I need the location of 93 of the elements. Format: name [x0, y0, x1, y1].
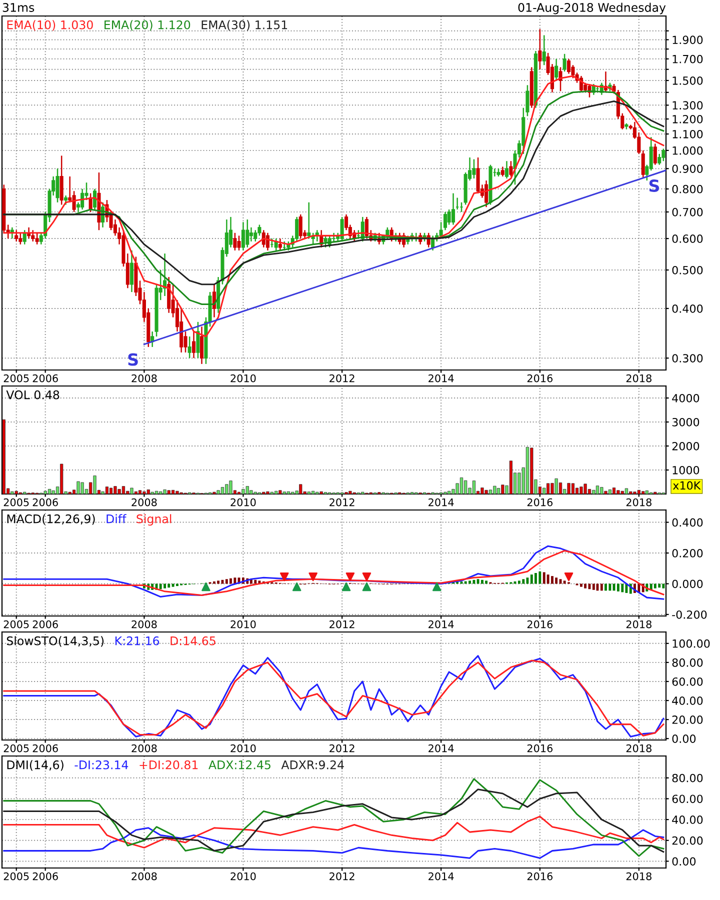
annotation: S: [128, 353, 138, 366]
x-tick-label: 2016: [527, 872, 553, 880]
y-tick-label: 0.00: [672, 734, 696, 743]
y-tick-label: 0.400: [672, 304, 703, 313]
text: EMA(30) 1.151: [202, 20, 288, 31]
x-tick-label: 2010: [230, 498, 256, 506]
y-tick-label: 0.500: [672, 266, 703, 274]
x-tick-label: 2016: [527, 374, 553, 382]
x-tick-label: 2005: [4, 498, 29, 506]
x-tick-label: 2005: [4, 620, 29, 628]
y-tick-label: 0.800: [672, 184, 703, 194]
x-tick-label: 2012: [330, 374, 354, 382]
x-tick-label: 2010: [230, 744, 256, 752]
x-tick-label: 2014: [428, 620, 454, 628]
y-tick-label: 3000: [672, 418, 700, 426]
y-tick-label: 1.000: [672, 146, 703, 155]
x-tick-label: 2005: [4, 744, 29, 752]
text: Signal: [136, 514, 172, 526]
x-tick-label: 2005: [4, 374, 29, 382]
y-tick-label: 40.00: [672, 816, 703, 824]
y-tick-label: 1.100: [672, 130, 703, 138]
text: ADX:12.45: [208, 760, 270, 770]
x-tick-label: 2014: [428, 374, 454, 382]
chart-title: VOL 0.48: [6, 390, 60, 400]
y-tick-label: 1.700: [672, 54, 703, 64]
text: EMA(20) 1.120: [104, 20, 190, 31]
text: D:14.65: [170, 636, 216, 646]
y-tick-label: 0.00: [672, 857, 696, 866]
x-tick-label: 2014: [428, 744, 454, 752]
y-tick-label: -0.200: [672, 610, 707, 619]
x-tick-label: 2012: [330, 872, 354, 880]
x-tick-label: 2008: [132, 620, 157, 628]
x-tick-label: 2006: [32, 498, 58, 506]
x-tick-label: 2006: [32, 744, 58, 752]
y-tick-label: 80.00: [672, 774, 703, 782]
x-tick-label: 2006: [32, 374, 58, 382]
y-tick-label: 0.400: [672, 518, 703, 527]
text: -DI:23.14: [74, 760, 128, 770]
y-tick-label: 20.00: [672, 716, 703, 724]
x-tick-label: 2008: [132, 498, 157, 506]
text: ADXR:9.24: [281, 760, 344, 770]
chart-title: MACD(12,26,9): [7, 514, 95, 525]
x-tick-label: 2008: [132, 744, 157, 752]
x-tick-label: 2012: [330, 620, 354, 628]
x-tick-label: 2018: [626, 620, 652, 628]
y-tick-label: 1.900: [672, 36, 703, 44]
y-tick-label: 0.000: [672, 580, 703, 588]
y-tick-label: 80.00: [672, 658, 703, 667]
chart-title: SlowSTO(14,3,5): [6, 636, 104, 647]
text: x10K: [672, 481, 701, 490]
y-tick-label: 1.500: [672, 76, 703, 85]
text: +DI:20.81: [140, 760, 198, 770]
x-tick-label: 2016: [527, 620, 553, 628]
x-tick-label: 2005: [4, 872, 29, 880]
y-tick-label: 0.200: [672, 548, 703, 558]
x-tick-label: 2010: [230, 872, 256, 880]
y-tick-label: 60.00: [672, 794, 703, 804]
x-tick-label: 2006: [32, 872, 58, 880]
y-tick-label: 0.600: [672, 234, 703, 243]
x-tick-label: 2014: [428, 872, 454, 880]
text: 01-Aug-2018 Wednesday: [518, 2, 666, 14]
x-tick-label: 2010: [230, 374, 256, 382]
y-tick-label: 0.700: [672, 208, 703, 216]
x-tick-label: 2008: [132, 374, 157, 382]
annotation: S: [649, 179, 659, 192]
x-tick-label: 2008: [132, 872, 157, 880]
x-tick-label: 2016: [527, 744, 553, 752]
y-tick-label: 1000: [672, 466, 700, 474]
y-tick-label: 2000: [672, 442, 700, 450]
x-tick-label: 2006: [32, 620, 58, 628]
y-tick-label: 40.00: [672, 696, 703, 705]
text: EMA(10) 1.030: [7, 20, 93, 31]
text: K:21.16: [115, 636, 160, 646]
x-tick-label: 2012: [330, 498, 354, 506]
x-tick-label: 2018: [626, 498, 652, 506]
y-tick-label: 20.00: [672, 836, 703, 845]
y-tick-label: 100.00: [672, 639, 710, 648]
y-tick-label: 1.200: [672, 114, 703, 124]
y-tick-label: 0.300: [672, 354, 703, 362]
x-tick-label: 2014: [428, 498, 454, 506]
chart-title: DMI(14,6): [7, 760, 64, 771]
y-tick-label: 4000: [672, 394, 700, 402]
y-tick-label: 0.900: [672, 164, 703, 173]
x-tick-label: 2012: [330, 744, 354, 752]
x-tick-label: 2018: [626, 744, 652, 752]
text: Diff: [106, 514, 126, 524]
text: 31ms: [2, 3, 34, 12]
x-tick-label: 2010: [230, 620, 256, 628]
y-tick-label: 60.00: [672, 677, 703, 686]
x-tick-label: 2018: [626, 374, 652, 382]
y-tick-label: 1.300: [672, 101, 703, 110]
x-tick-label: 2018: [626, 872, 652, 880]
x-tick-label: 2016: [527, 498, 553, 506]
